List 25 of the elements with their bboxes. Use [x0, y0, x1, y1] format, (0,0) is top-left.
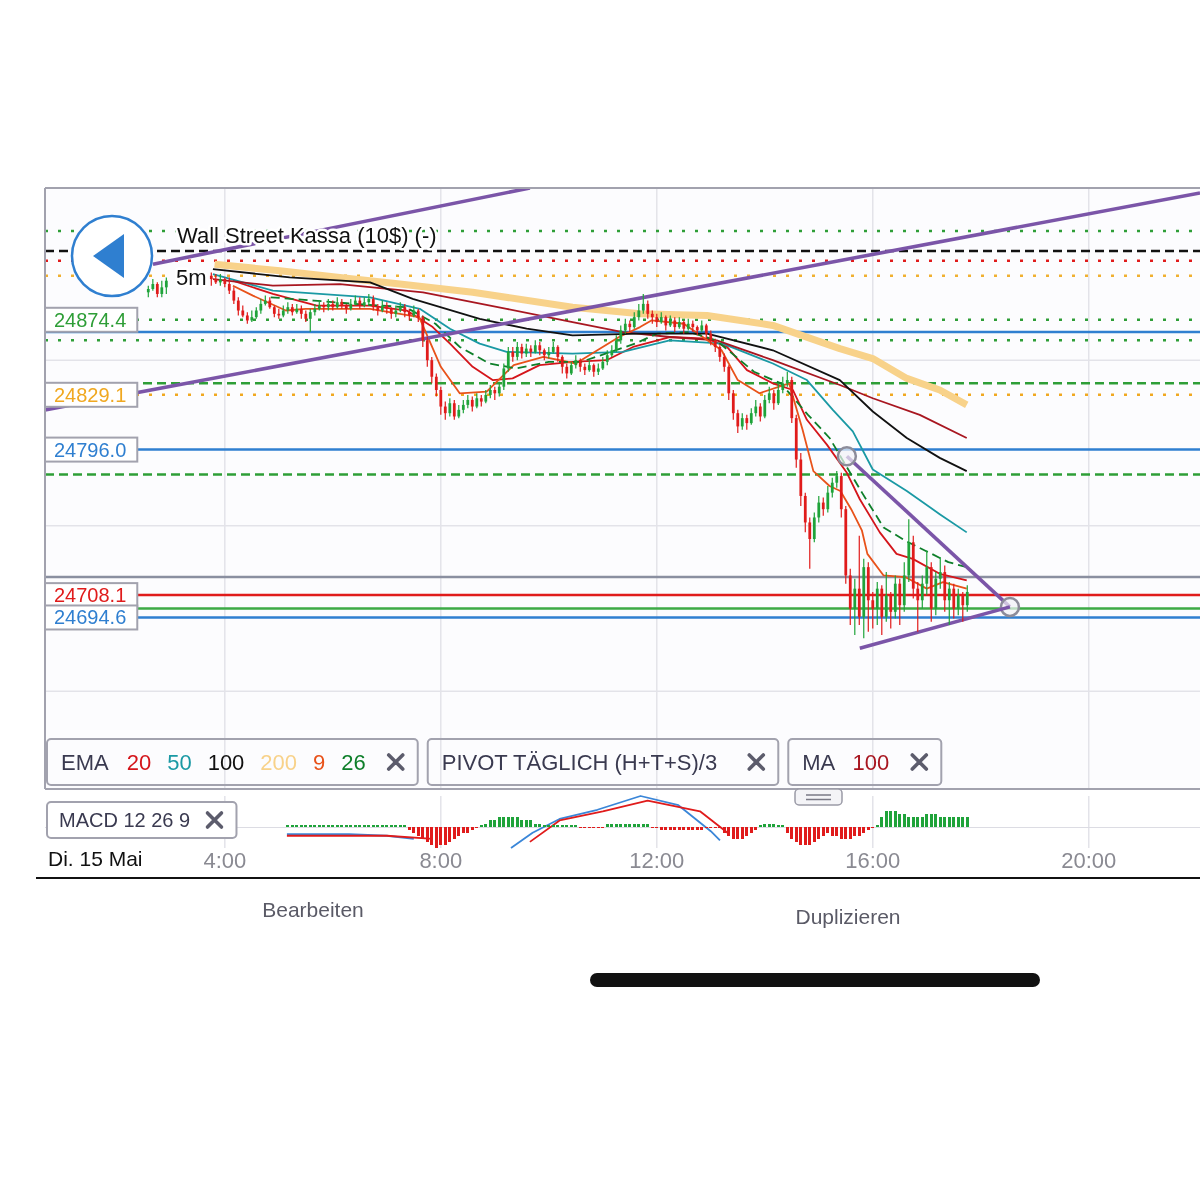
- annotation: EMA: [61, 750, 109, 775]
- x-tick-label: 20:00: [1061, 848, 1117, 873]
- text: 200: [260, 750, 298, 775]
- text: 20: [126, 750, 152, 775]
- ref-line-label: 24708.1: [54, 584, 127, 607]
- ref-line-label: 24694.6: [54, 606, 127, 629]
- x-axis-title: Di. 15 Mai: [48, 847, 143, 870]
- text: 5m: [176, 265, 207, 290]
- ref-line-label: 24829.1: [54, 383, 127, 406]
- text: Bearbeiten: [262, 898, 364, 921]
- text: 26: [341, 750, 366, 775]
- x-tick-label: 16:00: [845, 848, 901, 873]
- text: 9: [313, 750, 326, 775]
- text: MACD 12 26 9: [59, 809, 191, 831]
- text: 50: [167, 750, 192, 775]
- ref-line-label: 24796.0: [54, 438, 127, 461]
- text: 100: [852, 750, 890, 775]
- annotation: MA: [802, 750, 836, 775]
- x-tick-label: 12:00: [629, 848, 685, 873]
- ref-line-label: 24874.4: [54, 308, 127, 331]
- x-tick-label: 4:00: [203, 848, 247, 873]
- text: Duplizieren: [795, 905, 901, 928]
- annotation: PIVOT TÄGLICH (H+T+S)/3: [441, 750, 718, 775]
- x-tick-label: 8:00: [419, 848, 463, 873]
- text: 100: [207, 750, 245, 775]
